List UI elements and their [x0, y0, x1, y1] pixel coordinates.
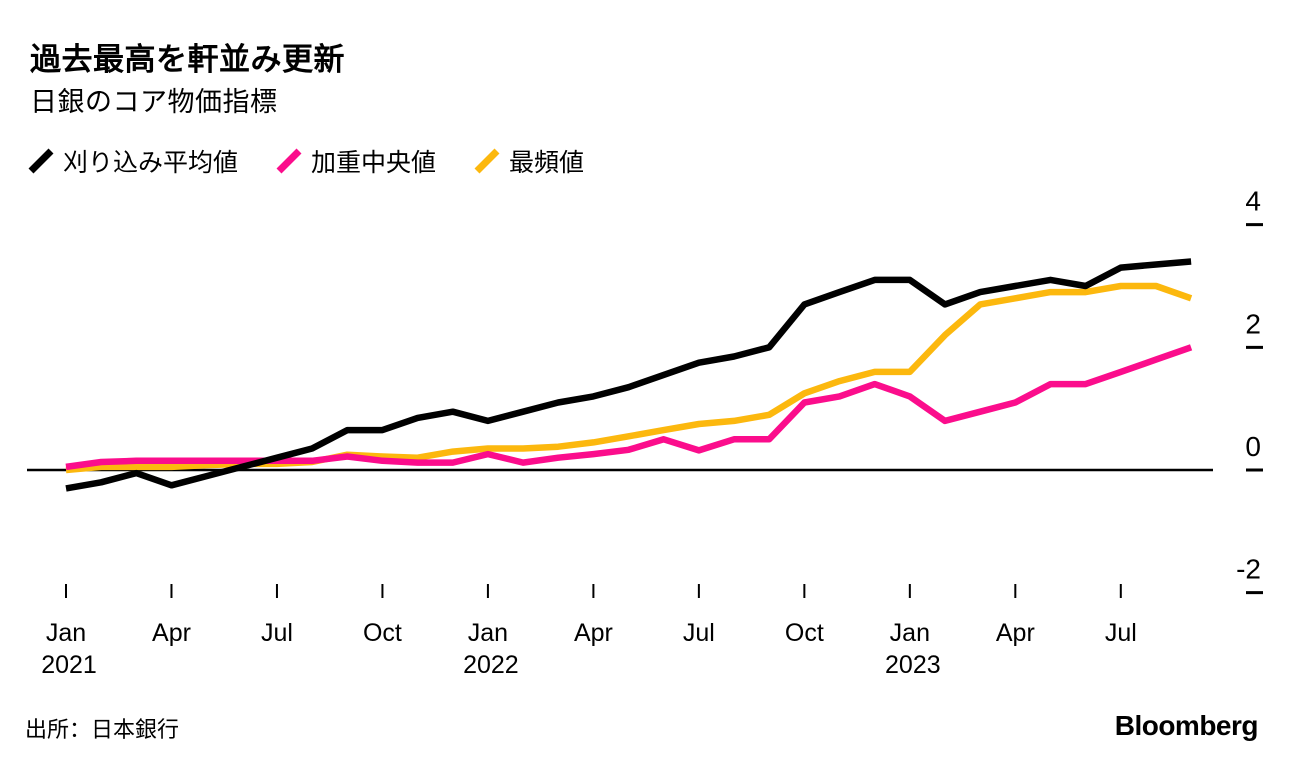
weighted-median-line-swatch-icon — [276, 148, 302, 174]
legend: 刈り込み平均値 加重中央値 最頻値 — [28, 143, 584, 179]
trimmed-mean-line-swatch-icon — [28, 148, 54, 174]
x-tick-label: Jul — [261, 619, 293, 647]
bloomberg-logo: Bloomberg — [1114, 710, 1259, 741]
x-tick-label: Oct — [785, 619, 824, 647]
x-tick-label: Jan — [890, 619, 930, 647]
x-tick-label: Apr — [996, 619, 1035, 647]
x-year-label: 2021 — [41, 651, 97, 679]
legend-item-weighted-median: 加重中央値 — [276, 143, 436, 179]
legend-label-mode: 最頻値 — [509, 149, 585, 177]
y-tick-label: 2 — [1245, 308, 1261, 339]
x-year-label: 2023 — [885, 651, 941, 679]
series-line-weighted-median — [65, 344, 1193, 471]
y-tick-label: 4 — [1245, 186, 1261, 217]
page-title: 過去最高を軒並み更新 — [30, 42, 345, 77]
mode-line-swatch-icon — [474, 148, 500, 174]
page-subtitle: 日銀のコア物価指標 — [30, 87, 278, 117]
legend-item-trimmed-mean: 刈り込み平均値 — [28, 143, 238, 179]
x-tick-label: Jan — [46, 619, 86, 647]
y-tick-label: 0 — [1245, 431, 1261, 462]
x-tick-label: Apr — [574, 619, 613, 647]
source-text: 出所：日本銀行 — [25, 717, 180, 742]
legend-label-weighted-median: 加重中央値 — [311, 149, 437, 177]
x-tick-label: Jan — [468, 619, 508, 647]
x-tick-label: Jul — [683, 619, 715, 647]
x-tick-label: Jul — [1105, 619, 1137, 647]
x-tick-label: Oct — [363, 619, 402, 647]
legend-label-trimmed-mean: 刈り込み平均値 — [63, 149, 239, 177]
series-line-trimmed-mean — [65, 258, 1192, 492]
x-year-label: 2022 — [463, 651, 519, 679]
legend-item-mode: 最頻値 — [474, 143, 584, 179]
y-tick-label: -2 — [1236, 554, 1261, 585]
x-tick-label: Apr — [152, 619, 191, 647]
series-line-mode — [65, 282, 1193, 474]
